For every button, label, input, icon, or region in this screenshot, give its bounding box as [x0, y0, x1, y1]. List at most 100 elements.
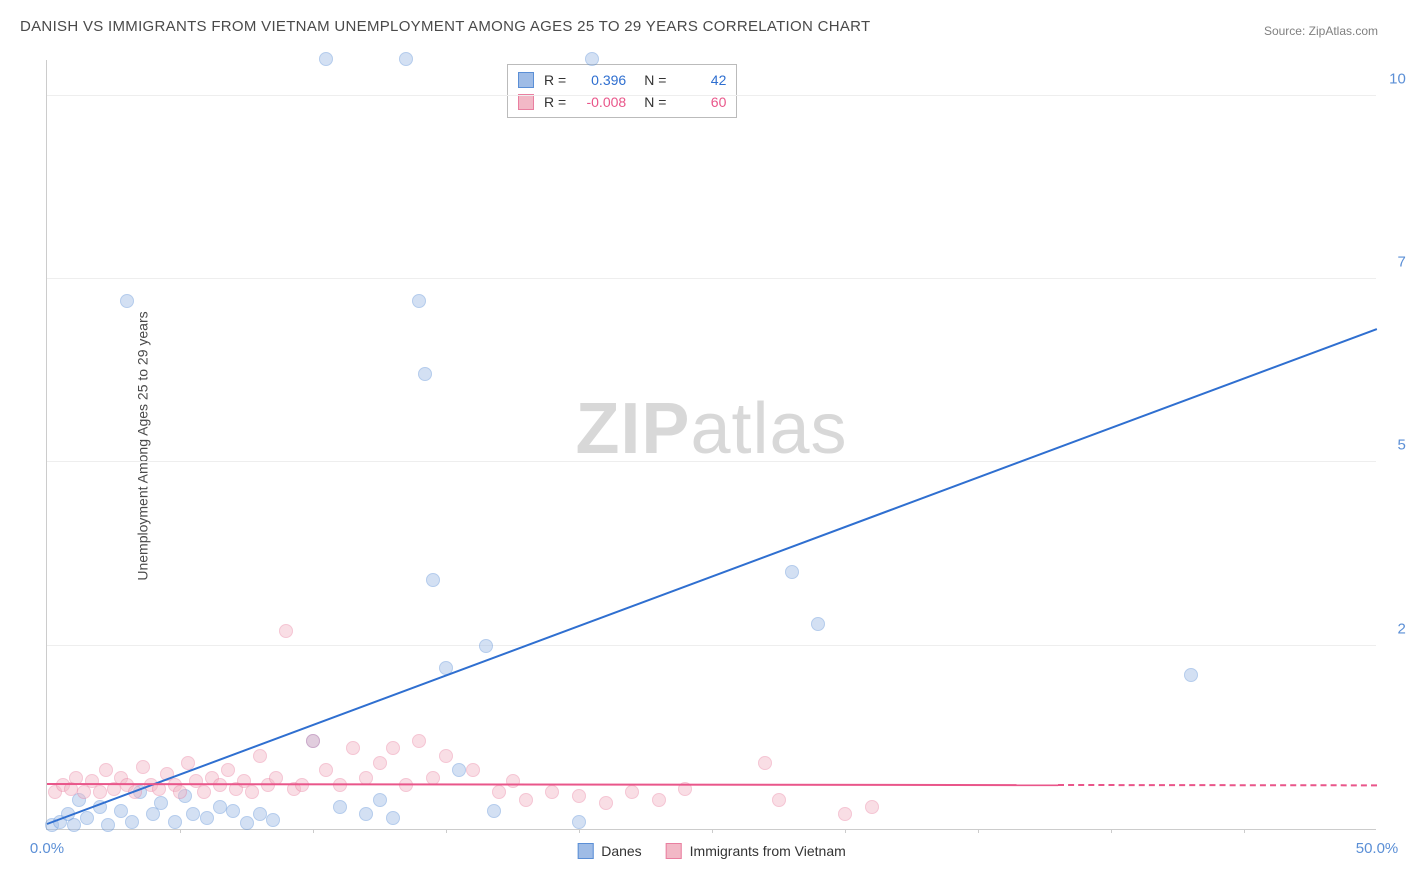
scatter-point	[67, 818, 81, 832]
scatter-point	[572, 789, 586, 803]
x-tick-minor	[579, 829, 580, 833]
legend-label: Danes	[601, 843, 641, 859]
scatter-point	[811, 617, 825, 631]
scatter-point	[173, 785, 187, 799]
scatter-point	[452, 763, 466, 777]
scatter-point	[466, 763, 480, 777]
scatter-point	[386, 811, 400, 825]
legend-swatch	[518, 72, 534, 88]
trendline-extension	[1058, 784, 1377, 786]
legend-swatch	[666, 843, 682, 859]
trendline	[47, 328, 1378, 825]
scatter-point	[197, 785, 211, 799]
scatter-point	[412, 294, 426, 308]
scatter-point	[253, 807, 267, 821]
scatter-point	[599, 796, 613, 810]
scatter-point	[479, 639, 493, 653]
scatter-point	[99, 763, 113, 777]
correlation-row: R = 0.396 N = 42	[518, 69, 726, 91]
scatter-point	[1184, 668, 1198, 682]
scatter-point	[386, 741, 400, 755]
legend-swatch	[577, 843, 593, 859]
x-tick-minor	[446, 829, 447, 833]
x-tick-label: 50.0%	[1356, 840, 1399, 857]
scatter-point	[240, 816, 254, 830]
scatter-point	[245, 785, 259, 799]
scatter-point	[506, 774, 520, 788]
scatter-point	[652, 793, 666, 807]
legend-item: Danes	[577, 843, 641, 859]
scatter-point	[226, 804, 240, 818]
scatter-point	[200, 811, 214, 825]
x-tick-minor	[978, 829, 979, 833]
correlation-legend: R =0.396N =42R =-0.008N =60	[507, 64, 737, 118]
source-attribution: Source: ZipAtlas.com	[1264, 24, 1378, 38]
scatter-point	[426, 573, 440, 587]
scatter-point	[253, 749, 267, 763]
scatter-point	[125, 815, 139, 829]
scatter-point	[758, 756, 772, 770]
scatter-point	[319, 763, 333, 777]
scatter-point	[101, 818, 115, 832]
scatter-point	[168, 815, 182, 829]
scatter-plot-area: ZIPatlas R =0.396N =42R =-0.008N =60 Dan…	[46, 60, 1376, 830]
scatter-point	[213, 800, 227, 814]
r-label: R =	[544, 69, 566, 91]
scatter-point	[154, 796, 168, 810]
x-tick-minor	[845, 829, 846, 833]
y-tick-label: 100.0%	[1389, 70, 1406, 87]
scatter-point	[373, 756, 387, 770]
scatter-point	[266, 813, 280, 827]
legend-item: Immigrants from Vietnam	[666, 843, 846, 859]
x-tick-minor	[712, 829, 713, 833]
scatter-point	[838, 807, 852, 821]
scatter-point	[221, 763, 235, 777]
scatter-point	[373, 793, 387, 807]
scatter-point	[418, 367, 432, 381]
scatter-point	[359, 807, 373, 821]
scatter-point	[412, 734, 426, 748]
gridline-h	[47, 278, 1376, 279]
series-legend: Danes Immigrants from Vietnam	[577, 843, 846, 859]
scatter-point	[346, 741, 360, 755]
scatter-point	[492, 785, 506, 799]
r-value: 0.396	[576, 69, 626, 91]
chart-title: DANISH VS IMMIGRANTS FROM VIETNAM UNEMPL…	[20, 18, 871, 35]
y-tick-label: 50.0%	[1397, 437, 1406, 454]
scatter-point	[785, 565, 799, 579]
gridline-h	[47, 645, 1376, 646]
scatter-point	[120, 294, 134, 308]
legend-swatch	[518, 94, 534, 110]
scatter-point	[399, 52, 413, 66]
scatter-point	[80, 811, 94, 825]
scatter-point	[186, 807, 200, 821]
n-value: 42	[676, 69, 726, 91]
x-tick-minor	[1244, 829, 1245, 833]
scatter-point	[93, 785, 107, 799]
n-label: N =	[644, 69, 666, 91]
scatter-point	[333, 800, 347, 814]
scatter-point	[136, 760, 150, 774]
x-tick-minor	[180, 829, 181, 833]
x-tick-label: 0.0%	[30, 840, 64, 857]
scatter-point	[865, 800, 879, 814]
scatter-point	[585, 52, 599, 66]
scatter-point	[772, 793, 786, 807]
scatter-point	[487, 804, 501, 818]
gridline-h	[47, 95, 1376, 96]
scatter-point	[625, 785, 639, 799]
scatter-point	[319, 52, 333, 66]
gridline-h	[47, 461, 1376, 462]
y-tick-label: 25.0%	[1397, 620, 1406, 637]
scatter-point	[306, 734, 320, 748]
scatter-point	[439, 749, 453, 763]
watermark: ZIPatlas	[575, 388, 847, 470]
x-tick-minor	[1111, 829, 1112, 833]
legend-label: Immigrants from Vietnam	[690, 843, 846, 859]
scatter-point	[572, 815, 586, 829]
scatter-point	[279, 624, 293, 638]
scatter-point	[545, 785, 559, 799]
y-tick-label: 75.0%	[1397, 254, 1406, 271]
scatter-point	[519, 793, 533, 807]
x-tick-minor	[313, 829, 314, 833]
